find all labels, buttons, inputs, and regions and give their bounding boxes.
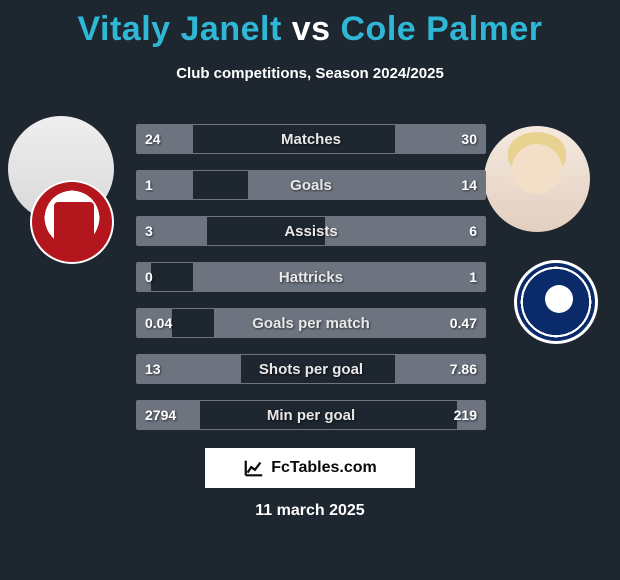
- stat-label: Hattricks: [137, 263, 485, 291]
- stat-row: 0.040.47Goals per match: [136, 308, 486, 338]
- stat-label: Min per goal: [137, 401, 485, 429]
- stat-label: Goals per match: [137, 309, 485, 337]
- player1-name: Vitaly Janelt: [77, 10, 281, 48]
- stat-row: 114Goals: [136, 170, 486, 200]
- player2-club-badge: [514, 260, 598, 344]
- branding-badge: FcTables.com: [205, 448, 415, 488]
- stat-row: 01Hattricks: [136, 262, 486, 292]
- stat-label: Goals: [137, 171, 485, 199]
- stat-row: 137.86Shots per goal: [136, 354, 486, 384]
- date-text: 11 march 2025: [0, 502, 620, 520]
- player2-name: Cole Palmer: [341, 10, 543, 48]
- comparison-title: Vitaly Janelt vs Cole Palmer: [0, 0, 620, 49]
- vs-text: vs: [292, 10, 331, 48]
- stat-row: 36Assists: [136, 216, 486, 246]
- chart-icon: [243, 457, 265, 479]
- branding-text: FcTables.com: [271, 459, 377, 477]
- stats-table: 2430Matches 114Goals 36Assists 01Hattricks 0…: [136, 124, 486, 446]
- stat-label: Assists: [137, 217, 485, 245]
- stat-row: 2430Matches: [136, 124, 486, 154]
- player2-avatar: [484, 126, 590, 232]
- player1-club-badge: [30, 180, 114, 264]
- stat-label: Shots per goal: [137, 355, 485, 383]
- subtitle: Club competitions, Season 2024/2025: [0, 65, 620, 82]
- stat-label: Matches: [137, 125, 485, 153]
- stat-row: 2794219Min per goal: [136, 400, 486, 430]
